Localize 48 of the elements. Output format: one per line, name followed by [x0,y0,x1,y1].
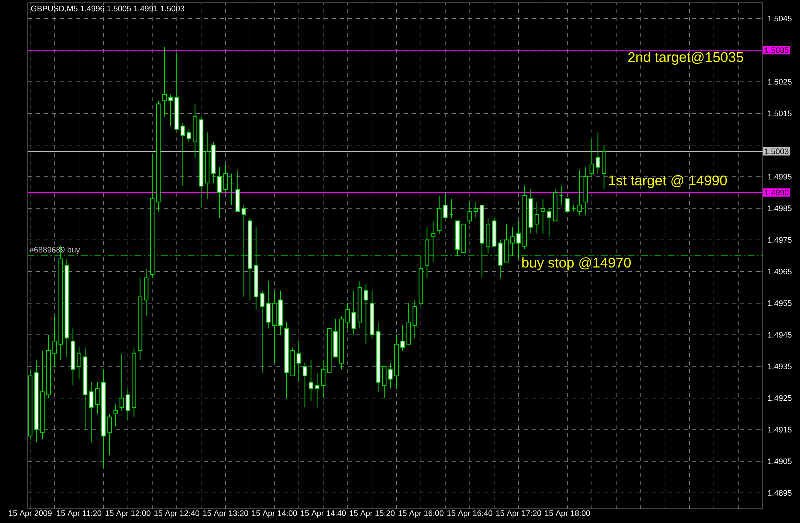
x-tick-label: 15 Apr 12:40 [154,510,200,518]
candlestick [443,192,448,218]
ref-line-label: 1.5003 [765,148,789,154]
ref-line-label: 1.4990 [765,190,789,196]
candlestick [296,340,302,383]
x-tick-label: 15 Apr 18:00 [545,510,590,518]
y-tick-label: 1.4915 [768,427,792,433]
ref-line-label: 1.5035 [765,48,789,54]
x-tick-label: 15 Apr 12:00 [106,510,151,518]
y-tick-label: 1.4965 [768,268,792,275]
x-tick-label: 15 Apr 15:20 [350,510,395,518]
candlestick [431,220,436,263]
x-tick-label: 15 Apr 14:40 [301,510,346,518]
x-tick-label: 15 Apr 17:20 [496,510,542,518]
y-tick-label: 1.4935 [768,364,792,370]
candlestick [437,196,442,234]
annotation: buy stop @14970 [522,258,632,271]
y-tick-label: 1.4985 [768,206,792,212]
candlestick [468,202,472,225]
candlestick [498,240,503,279]
x-tick-label: 15 Apr 14:00 [252,510,298,518]
annotation: 2nd target@15035 [628,52,744,66]
chart-title: GBPUSD,M5 1.4996 1.5005 1.4991 1.5003 [31,6,184,13]
x-tick-label: 15 Apr 13:20 [203,510,248,518]
y-tick-label: 1.4955 [768,300,792,306]
x-tick-label: 15 Apr 16:40 [448,510,493,518]
candlestick [352,290,356,336]
y-tick-label: 1.4895 [768,490,792,496]
y-tick-label: 1.4945 [768,332,792,338]
candlestick [114,404,118,428]
candlestick [242,204,246,298]
y-tick-label: 1.4975 [768,237,792,244]
candlestick [412,300,418,339]
y-tick-label: 1.4925 [768,395,792,402]
candlestick [236,170,240,212]
y-tick-label: 1.4905 [768,458,792,464]
candlestick [578,170,582,216]
candlestick [302,363,308,408]
x-tick-label: 15 Apr 11:20 [57,510,102,518]
x-tick-label: 15 Apr 16:00 [398,510,444,518]
y-tick-label: 1.5045 [768,16,792,22]
y-tick-label: 1.5025 [768,79,792,85]
x-tick-label: 15 Apr 2009 [9,510,52,518]
y-tick-label: 1.5015 [768,110,792,117]
y-tick-label: 1.4995 [768,174,792,180]
candlestick [565,198,570,212]
candlestick [89,382,94,443]
annotation: 1st target @ 14990 [609,175,728,188]
